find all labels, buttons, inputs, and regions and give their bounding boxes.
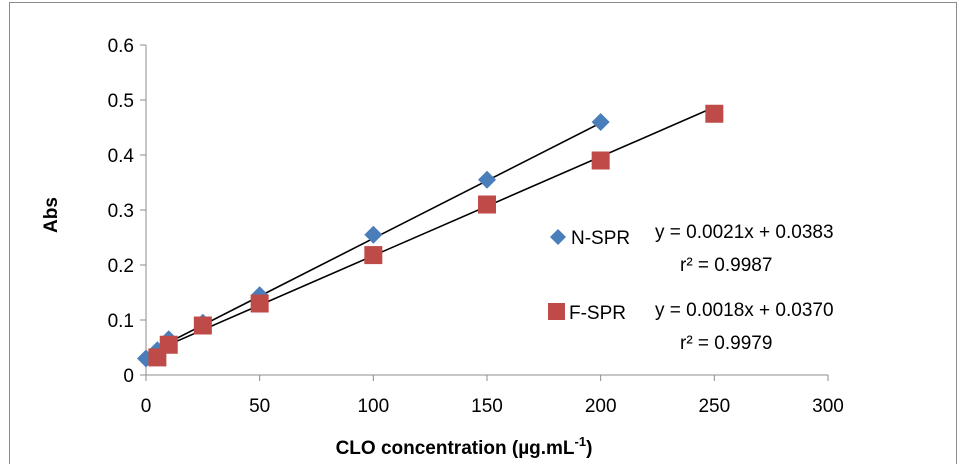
data-point-n-spr	[364, 225, 383, 244]
legend-marker-n-spr	[550, 229, 566, 245]
data-point-f-spr	[591, 151, 610, 170]
x-tick-label: 50	[249, 396, 270, 417]
y-tick-label: 0.2	[108, 256, 134, 277]
legend: N-SPR y = 0.0021x + 0.0383 r² = 0.9987 F…	[548, 222, 834, 354]
x-tick-label: 100	[357, 396, 389, 417]
y-tick-label: 0.5	[108, 91, 134, 112]
data-point-f-spr	[705, 104, 724, 123]
trendlines	[157, 106, 715, 351]
y-tick-label: 0.3	[108, 201, 134, 222]
y-tick-label: 0	[123, 366, 134, 387]
data-points	[137, 104, 724, 368]
legend-label-n-spr: N-SPR	[571, 228, 630, 249]
axes	[140, 44, 829, 381]
data-point-n-spr	[591, 113, 610, 131]
legend-label-f-spr: F-SPR	[569, 303, 626, 324]
x-tick-label: 0	[141, 396, 152, 417]
x-axis-title-end: )	[586, 438, 592, 459]
data-point-f-spr	[478, 195, 496, 214]
trendline-f-spr	[157, 106, 715, 351]
y-tick-label: 0.4	[108, 146, 135, 167]
y-tick-label: 0.1	[108, 311, 134, 332]
y-tick-label: 0.6	[108, 36, 134, 57]
y-tick-labels: 0 0.1 0.2 0.3 0.4 0.5 0.6	[108, 36, 135, 387]
data-point-f-spr	[193, 316, 212, 335]
r2-n-spr: r² = 0.9987	[680, 255, 772, 276]
x-axis-title-main: CLO concentration (µg.mL	[336, 438, 575, 459]
y-axis-title: Abs	[41, 197, 62, 233]
x-tick-labels: 0 50 100 150 200 250 300	[141, 396, 844, 417]
x-axis-title-superscript: -1	[575, 434, 587, 449]
x-axis-title: CLO concentration (µg.mL-1)	[336, 434, 593, 459]
x-tick-label: 300	[812, 396, 844, 417]
data-point-f-spr	[364, 246, 383, 265]
r2-f-spr: r² = 0.9979	[680, 333, 772, 354]
x-tick-label: 200	[585, 396, 617, 417]
legend-marker-f-spr	[548, 303, 565, 320]
x-tick-label: 250	[698, 396, 730, 417]
data-point-n-spr	[478, 170, 496, 189]
equation-f-spr: y = 0.0018x + 0.0370	[655, 300, 834, 321]
legend-entry-f-spr: F-SPR y = 0.0018x + 0.0370 r² = 0.9979	[548, 300, 834, 354]
chart-frame: 0 0.1 0.2 0.3 0.4 0.5 0.6 0 50 100 150 200 250 300 A…	[9, 2, 957, 464]
x-tick-label: 150	[471, 396, 503, 417]
data-point-f-spr	[159, 335, 178, 354]
scatter-chart: 0 0.1 0.2 0.3 0.4 0.5 0.6 0 50 100 150 200 250 300 A…	[41, 36, 844, 459]
legend-entry-n-spr: N-SPR y = 0.0021x + 0.0383 r² = 0.9987	[550, 222, 834, 276]
equation-n-spr: y = 0.0021x + 0.0383	[655, 222, 834, 243]
data-point-f-spr	[250, 294, 269, 313]
